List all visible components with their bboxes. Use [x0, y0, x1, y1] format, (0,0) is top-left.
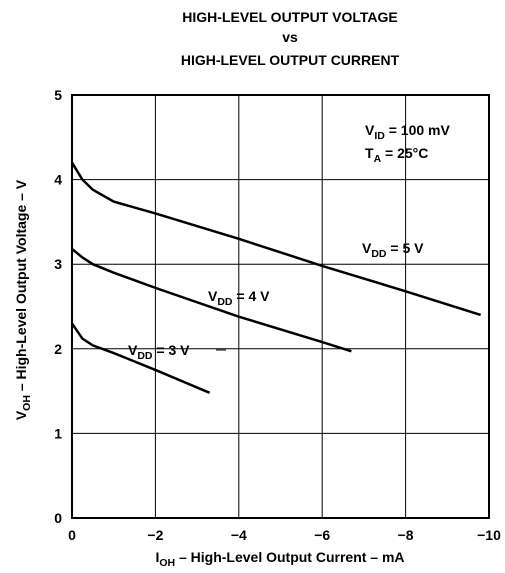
- chart-title: vs: [282, 29, 298, 45]
- label-symbol: V: [362, 240, 372, 256]
- label-subscript: DD: [371, 248, 387, 260]
- label: VOH – High-Level Output Voltage – V: [13, 179, 33, 420]
- y-tick-label: 5: [54, 87, 62, 103]
- x-tick-label: −4: [231, 527, 247, 543]
- x-tick-label: 0: [68, 527, 76, 543]
- chart-title: HIGH-LEVEL OUTPUT VOLTAGE: [182, 9, 397, 25]
- label-symbol: V: [13, 410, 29, 420]
- x-tick-label: −6: [314, 527, 330, 543]
- label-subscript: ID: [374, 130, 385, 142]
- y-tick-label: 1: [54, 425, 62, 441]
- label-subscript: DD: [137, 350, 153, 362]
- chart-title: HIGH-LEVEL OUTPUT CURRENT: [181, 52, 400, 68]
- series-line: [70, 162, 482, 317]
- label: TA = 25°C: [365, 145, 428, 165]
- label-subscript: DD: [217, 296, 233, 308]
- label: VDD = 5 V: [362, 240, 424, 260]
- label-text: = 4 V: [233, 288, 271, 304]
- y-tick-label: 3: [54, 256, 62, 272]
- label: VDD = 3 V: [128, 342, 190, 362]
- label-symbol: T: [365, 145, 374, 161]
- label-text: = 100 mV: [385, 122, 451, 138]
- label: VDD = 4 V: [208, 288, 270, 308]
- label-subscript: OH: [159, 557, 175, 569]
- x-tick-label: −10: [477, 527, 501, 543]
- series-line: [70, 322, 211, 394]
- label-symbol: I: [155, 549, 159, 565]
- label-text: – High-Level Output Voltage – V: [13, 179, 29, 395]
- label-text: = 25°C: [381, 145, 428, 161]
- label-symbol: V: [128, 342, 138, 358]
- y-tick-label: 4: [54, 172, 62, 188]
- y-tick-label: 0: [54, 510, 62, 526]
- label-text: = 3 V: [153, 342, 191, 358]
- label: VID = 100 mV: [365, 122, 450, 142]
- y-tick-label: 2: [54, 341, 62, 357]
- label-text: – High-Level Output Current – mA: [175, 549, 404, 565]
- label-text: = 5 V: [387, 240, 425, 256]
- label-symbol: V: [208, 288, 218, 304]
- label-subscript: A: [374, 153, 382, 165]
- label-symbol: V: [365, 122, 375, 138]
- series-line: [71, 248, 352, 353]
- x-tick-label: −2: [147, 527, 163, 543]
- x-tick-label: −8: [398, 527, 414, 543]
- label: IOH – High-Level Output Current – mA: [155, 549, 404, 569]
- label-subscript: OH: [21, 395, 33, 411]
